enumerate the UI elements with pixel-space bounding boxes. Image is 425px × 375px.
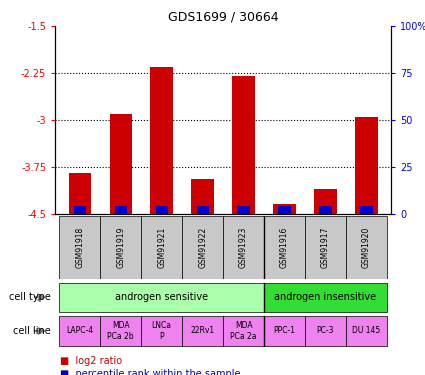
- Bar: [60, 316, 100, 346]
- Bar: [141, 316, 182, 346]
- Text: ■  log2 ratio: ■ log2 ratio: [60, 356, 122, 366]
- Bar: [74, 206, 86, 214]
- Text: cell type: cell type: [9, 292, 51, 302]
- Bar: [305, 216, 346, 279]
- Bar: [264, 283, 387, 312]
- Bar: [182, 316, 223, 346]
- Bar: [314, 189, 337, 214]
- Bar: [360, 206, 373, 214]
- Text: MDA
PCa 2a: MDA PCa 2a: [230, 321, 257, 340]
- Bar: [68, 173, 91, 214]
- Text: GSM91921: GSM91921: [157, 227, 166, 268]
- Bar: [346, 316, 387, 346]
- Bar: [238, 206, 250, 214]
- Bar: [156, 206, 168, 214]
- Bar: [223, 216, 264, 279]
- Text: androgen sensitive: androgen sensitive: [115, 292, 208, 302]
- Bar: [110, 114, 132, 214]
- Bar: [191, 179, 214, 214]
- Text: androgen insensitive: androgen insensitive: [275, 292, 377, 302]
- Text: GSM91923: GSM91923: [239, 227, 248, 268]
- Text: LAPC-4: LAPC-4: [66, 327, 94, 336]
- Bar: [319, 206, 332, 214]
- Text: cell line: cell line: [13, 326, 51, 336]
- Text: GSM91922: GSM91922: [198, 227, 207, 268]
- Bar: [264, 216, 305, 279]
- Bar: [100, 316, 141, 346]
- Bar: [346, 216, 387, 279]
- Text: GSM91919: GSM91919: [116, 227, 125, 268]
- Bar: [60, 216, 100, 279]
- Bar: [60, 283, 264, 312]
- Text: ■  percentile rank within the sample: ■ percentile rank within the sample: [60, 369, 240, 375]
- Text: GSM91920: GSM91920: [362, 227, 371, 268]
- Text: DU 145: DU 145: [352, 327, 380, 336]
- Bar: [264, 316, 305, 346]
- Bar: [232, 76, 255, 214]
- Title: GDS1699 / 30664: GDS1699 / 30664: [168, 11, 278, 24]
- Text: MDA
PCa 2b: MDA PCa 2b: [108, 321, 134, 340]
- Text: 22Rv1: 22Rv1: [190, 327, 215, 336]
- Text: PC-3: PC-3: [317, 327, 334, 336]
- Text: GSM91916: GSM91916: [280, 227, 289, 268]
- Bar: [305, 316, 346, 346]
- Bar: [182, 216, 223, 279]
- Bar: [355, 117, 378, 214]
- Bar: [223, 316, 264, 346]
- Bar: [141, 216, 182, 279]
- Bar: [115, 206, 127, 214]
- Bar: [278, 206, 291, 214]
- Text: GSM91918: GSM91918: [75, 227, 84, 268]
- Text: LNCa
P: LNCa P: [152, 321, 172, 340]
- Text: PPC-1: PPC-1: [274, 327, 295, 336]
- Bar: [150, 67, 173, 214]
- Text: GSM91917: GSM91917: [321, 227, 330, 268]
- Bar: [100, 216, 141, 279]
- Bar: [196, 206, 209, 214]
- Bar: [273, 204, 296, 214]
